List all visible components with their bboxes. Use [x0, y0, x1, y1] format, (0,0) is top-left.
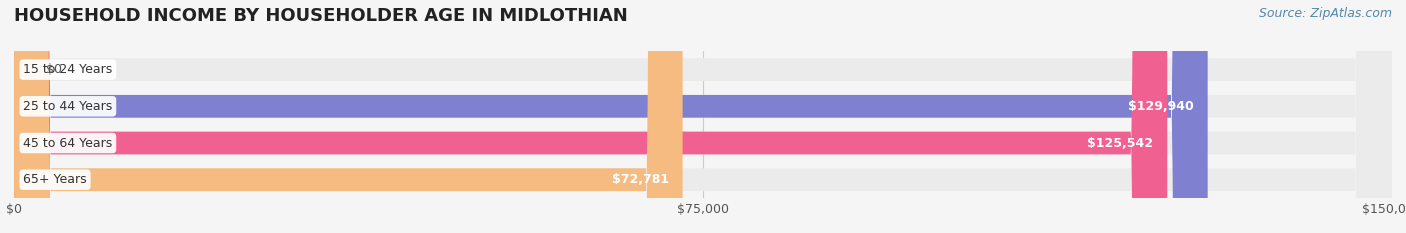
FancyBboxPatch shape	[14, 0, 1392, 233]
Text: $72,781: $72,781	[612, 173, 669, 186]
Text: Source: ZipAtlas.com: Source: ZipAtlas.com	[1258, 7, 1392, 20]
Text: 15 to 24 Years: 15 to 24 Years	[24, 63, 112, 76]
FancyBboxPatch shape	[14, 0, 1392, 233]
Text: $125,542: $125,542	[1087, 137, 1153, 150]
Text: 65+ Years: 65+ Years	[24, 173, 87, 186]
FancyBboxPatch shape	[14, 0, 1392, 233]
FancyBboxPatch shape	[14, 0, 1167, 233]
Text: 45 to 64 Years: 45 to 64 Years	[24, 137, 112, 150]
FancyBboxPatch shape	[14, 0, 683, 233]
FancyBboxPatch shape	[14, 0, 1392, 233]
Text: $0: $0	[46, 63, 62, 76]
Text: HOUSEHOLD INCOME BY HOUSEHOLDER AGE IN MIDLOTHIAN: HOUSEHOLD INCOME BY HOUSEHOLDER AGE IN M…	[14, 7, 628, 25]
Text: $129,940: $129,940	[1128, 100, 1194, 113]
FancyBboxPatch shape	[14, 0, 1208, 233]
Text: 25 to 44 Years: 25 to 44 Years	[24, 100, 112, 113]
